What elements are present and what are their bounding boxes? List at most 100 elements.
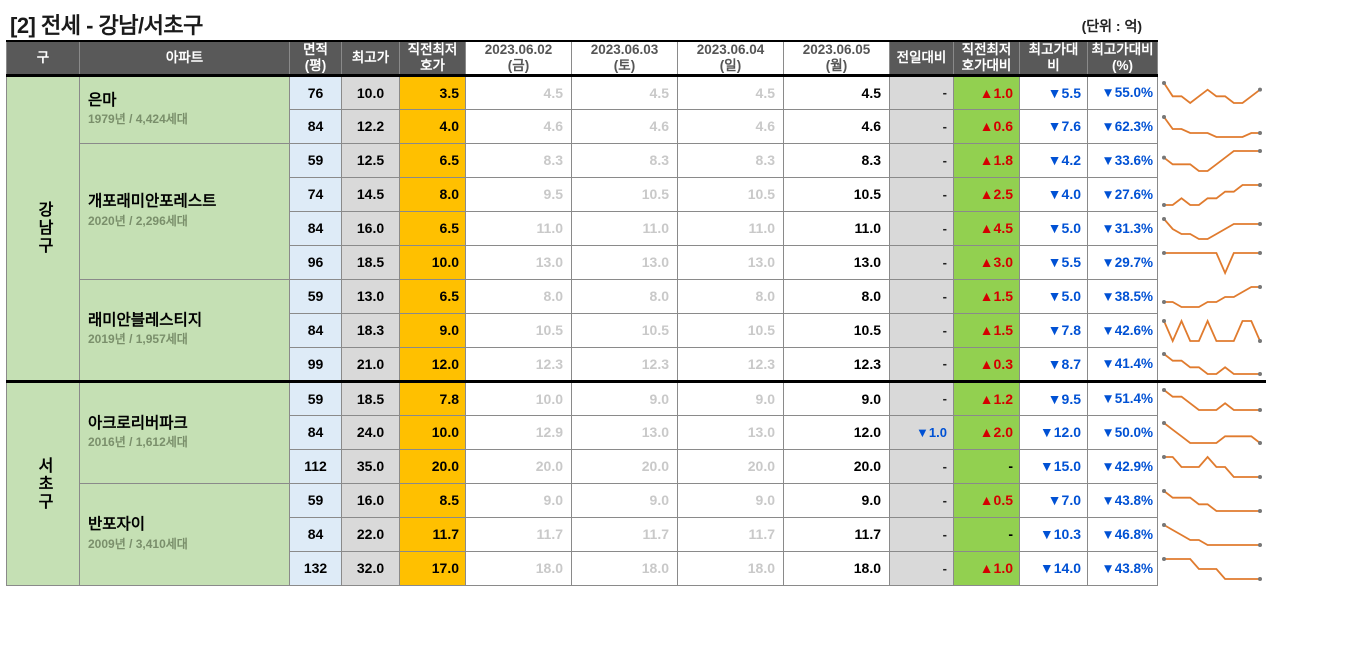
vhighpct-cell: ▼43.8% <box>1088 551 1158 585</box>
date-cell: 11.7 <box>784 517 890 551</box>
col-high: 최고가 <box>342 41 400 75</box>
dod-cell: - <box>890 279 954 313</box>
col-gu: 구 <box>7 41 80 75</box>
col-vprev: 직전최저호가대비 <box>954 41 1020 75</box>
apartment-cell: 은마1979년 / 4,424세대 <box>80 75 290 143</box>
date-cell: 20.0 <box>572 449 678 483</box>
date-cell: 20.0 <box>784 449 890 483</box>
table-row: 반포자이2009년 / 3,410세대5916.08.59.09.09.09.0… <box>7 483 1267 517</box>
high-cell: 14.5 <box>342 177 400 211</box>
date-cell: 9.0 <box>784 483 890 517</box>
dod-cell: - <box>890 449 954 483</box>
apartment-cell: 아크로리버파크2016년 / 1,612세대 <box>80 381 290 483</box>
date-cell: 8.0 <box>784 279 890 313</box>
date-cell: 12.3 <box>572 347 678 381</box>
vhigh-cell: ▼9.5 <box>1020 381 1088 415</box>
vprev-cell: ▲0.3 <box>954 347 1020 381</box>
date-cell: 12.0 <box>784 415 890 449</box>
col-spark <box>1158 41 1267 75</box>
date-cell: 11.0 <box>784 211 890 245</box>
area-cell: 59 <box>290 381 342 415</box>
date-cell: 4.6 <box>572 109 678 143</box>
apartment-name: 아크로리버파크 <box>88 415 289 432</box>
high-cell: 12.2 <box>342 109 400 143</box>
vhigh-cell: ▼7.6 <box>1020 109 1088 143</box>
dod-cell: - <box>890 143 954 177</box>
apartment-name: 반포자이 <box>88 516 289 533</box>
vprev-cell: ▲1.2 <box>954 381 1020 415</box>
date-cell: 11.0 <box>466 211 572 245</box>
vhigh-cell: ▼7.8 <box>1020 313 1088 347</box>
vprev-cell: ▲1.0 <box>954 75 1020 109</box>
date-cell: 18.0 <box>678 551 784 585</box>
vprev-cell: - <box>954 517 1020 551</box>
dod-cell: ▼1.0 <box>890 415 954 449</box>
date-cell: 12.3 <box>784 347 890 381</box>
col-vhighpct: 최고가대비(%) <box>1088 41 1158 75</box>
sparkline-cell <box>1158 347 1267 381</box>
date-cell: 13.0 <box>572 415 678 449</box>
date-cell: 10.5 <box>784 313 890 347</box>
sparkline-cell <box>1158 143 1267 177</box>
date-cell: 18.0 <box>572 551 678 585</box>
date-cell: 11.7 <box>466 517 572 551</box>
date-cell: 11.0 <box>572 211 678 245</box>
vprev-cell: ▲1.0 <box>954 551 1020 585</box>
dod-cell: - <box>890 211 954 245</box>
sparkline-cell <box>1158 313 1267 347</box>
high-cell: 18.5 <box>342 245 400 279</box>
date-cell: 20.0 <box>678 449 784 483</box>
date-cell: 9.0 <box>572 381 678 415</box>
high-cell: 32.0 <box>342 551 400 585</box>
date-cell: 13.0 <box>678 415 784 449</box>
area-cell: 59 <box>290 279 342 313</box>
date-cell: 8.3 <box>466 143 572 177</box>
sparkline-cell <box>1158 245 1267 279</box>
vhighpct-cell: ▼46.8% <box>1088 517 1158 551</box>
sparkline-cell <box>1158 109 1267 143</box>
area-cell: 84 <box>290 211 342 245</box>
table-header: 구 아파트 면적(평) 최고가 직전최저호가 2023.06.02(금) 202… <box>7 41 1267 75</box>
dod-cell: - <box>890 313 954 347</box>
vhighpct-cell: ▼51.4% <box>1088 381 1158 415</box>
high-cell: 22.0 <box>342 517 400 551</box>
date-cell: 8.0 <box>678 279 784 313</box>
prevlow-cell: 9.0 <box>400 313 466 347</box>
high-cell: 10.0 <box>342 75 400 109</box>
vhigh-cell: ▼12.0 <box>1020 415 1088 449</box>
high-cell: 35.0 <box>342 449 400 483</box>
vhigh-cell: ▼5.5 <box>1020 245 1088 279</box>
dod-cell: - <box>890 75 954 109</box>
sparkline-cell <box>1158 279 1267 313</box>
high-cell: 18.5 <box>342 381 400 415</box>
apartment-sub: 1979년 / 4,424세대 <box>88 110 289 127</box>
date-cell: 11.7 <box>678 517 784 551</box>
apartment-cell: 래미안블레스티지2019년 / 1,957세대 <box>80 279 290 381</box>
vhigh-cell: ▼4.0 <box>1020 177 1088 211</box>
dod-cell: - <box>890 483 954 517</box>
price-table: 구 아파트 면적(평) 최고가 직전최저호가 2023.06.02(금) 202… <box>6 40 1266 586</box>
vhigh-cell: ▼14.0 <box>1020 551 1088 585</box>
apartment-sub: 2009년 / 3,410세대 <box>88 535 289 552</box>
sparkline-cell <box>1158 517 1267 551</box>
date-cell: 9.0 <box>466 483 572 517</box>
date-cell: 11.0 <box>678 211 784 245</box>
col-prevlow: 직전최저호가 <box>400 41 466 75</box>
date-cell: 13.0 <box>466 245 572 279</box>
date-cell: 9.0 <box>678 381 784 415</box>
vprev-cell: ▲0.5 <box>954 483 1020 517</box>
date-cell: 9.5 <box>466 177 572 211</box>
col-dod: 전일대비 <box>890 41 954 75</box>
high-cell: 16.0 <box>342 483 400 517</box>
apartment-cell: 개포래미안포레스트2020년 / 2,296세대 <box>80 143 290 279</box>
sparkline-cell <box>1158 177 1267 211</box>
col-date-1: 2023.06.03(토) <box>572 41 678 75</box>
date-cell: 10.5 <box>784 177 890 211</box>
prevlow-cell: 12.0 <box>400 347 466 381</box>
dod-cell: - <box>890 245 954 279</box>
dod-cell: - <box>890 347 954 381</box>
apartment-sub: 2019년 / 1,957세대 <box>88 330 289 347</box>
prevlow-cell: 11.7 <box>400 517 466 551</box>
vhighpct-cell: ▼33.6% <box>1088 143 1158 177</box>
area-cell: 84 <box>290 415 342 449</box>
